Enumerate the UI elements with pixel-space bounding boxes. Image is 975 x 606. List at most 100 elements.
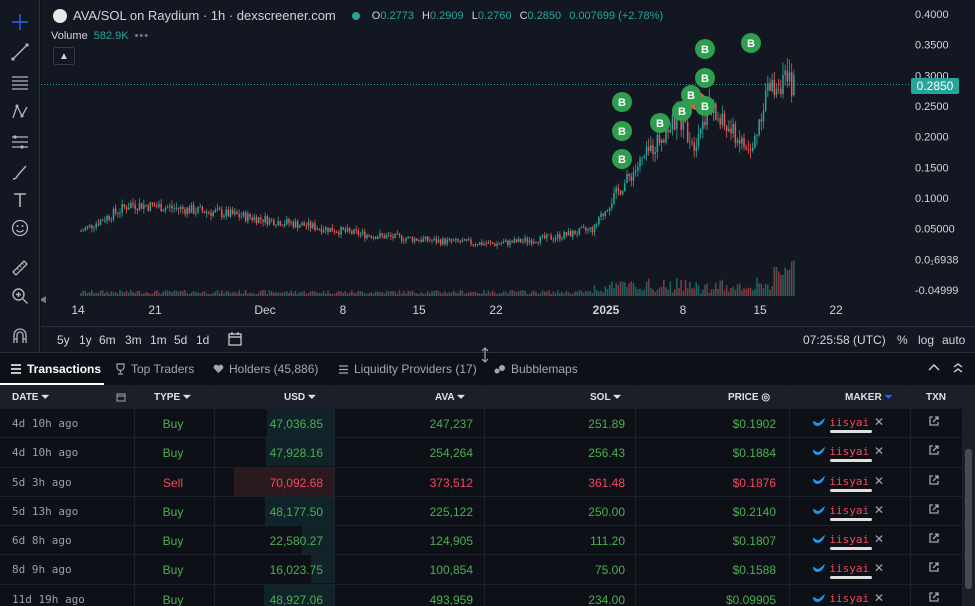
candle-body (723, 113, 726, 127)
row-maker[interactable]: iisyai (812, 503, 872, 521)
collapse-legend-button[interactable]: ▲ (53, 47, 75, 65)
candle-body (255, 216, 258, 224)
header-price[interactable]: PRICE ◎ (728, 392, 771, 403)
magnet-icon[interactable] (8, 324, 32, 348)
volume-bar (595, 290, 598, 296)
row-maker[interactable]: iisyai (812, 474, 872, 492)
tf-6m[interactable]: 6m (99, 333, 116, 347)
open-txn-icon[interactable] (928, 415, 940, 430)
tf-5d[interactable]: 5d (174, 333, 188, 347)
candle-body (361, 231, 364, 234)
scrollbar-thumb[interactable] (965, 449, 972, 589)
table-row[interactable]: 8d 9h ago Buy 16,023.75 100,854 75.00 $0.1588… (0, 555, 962, 585)
volume-bar (565, 290, 568, 296)
tab-transactions[interactable]: Transactions (10, 362, 101, 376)
header-type[interactable]: TYPE ⏷ (154, 392, 191, 403)
ruler-icon[interactable] (8, 256, 32, 280)
row-usd: 47,928.16 (269, 446, 323, 461)
row-maker[interactable]: iisyai (812, 561, 872, 580)
tf-3m[interactable]: 3m (125, 333, 142, 347)
candle-body (344, 229, 347, 232)
remove-filter-icon[interactable]: ✕ (874, 532, 885, 547)
horizontal-lines-icon[interactable] (8, 70, 32, 94)
candle-body (645, 146, 648, 156)
row-maker[interactable]: iisyai (812, 532, 872, 551)
expand-panel-icon[interactable] (952, 362, 964, 374)
remove-filter-icon[interactable]: ✕ (874, 415, 885, 429)
tf-1m[interactable]: 1m (150, 333, 167, 347)
remove-filter-icon[interactable]: ✕ (874, 473, 885, 488)
open-txn-icon[interactable] (928, 474, 940, 489)
emoji-icon[interactable] (8, 216, 32, 240)
open-txn-icon[interactable] (928, 561, 940, 576)
volume-bar (420, 292, 422, 296)
volume-bar (530, 291, 533, 296)
remove-filter-icon[interactable]: ✕ (874, 590, 885, 605)
volume-bar (606, 288, 609, 296)
header-usd[interactable]: USD ⏷ (284, 392, 316, 403)
table-row[interactable]: 4d 10h ago Buy 47,928.16 254,264 256.43 $0.18… (0, 438, 962, 468)
brush-icon[interactable] (8, 160, 32, 184)
tab-holders[interactable]: Holders (45,886) (213, 362, 318, 376)
row-maker[interactable]: iisyai (812, 591, 872, 606)
header-ava[interactable]: AVA ⏷ (435, 392, 466, 403)
open-txn-icon[interactable] (928, 591, 940, 606)
open-txn-icon[interactable] (928, 503, 940, 518)
volume-bar (437, 290, 440, 296)
open-txn-icon[interactable] (928, 444, 940, 459)
open-txn-icon[interactable] (928, 532, 940, 547)
collapse-panel-icon[interactable] (928, 362, 940, 374)
volume-bar (231, 292, 234, 296)
row-ava: 373,512 (429, 475, 473, 490)
header-date[interactable]: DATE ⏷ (12, 392, 50, 403)
remove-filter-icon[interactable]: ✕ (874, 444, 885, 459)
tab-bubblemaps[interactable]: Bubblemaps (494, 362, 578, 376)
candle-body (240, 216, 243, 218)
row-maker[interactable]: iisyai (812, 415, 872, 433)
candle-body (145, 204, 147, 206)
table-row[interactable]: 5d 3h ago Sell 70,092.68 373,512 361.48 $0.18… (0, 467, 962, 497)
text-icon[interactable] (8, 188, 32, 212)
tab-top-traders[interactable]: Top Traders (115, 362, 194, 376)
candle-body (593, 224, 596, 233)
tf-1d[interactable]: 1d (196, 333, 210, 347)
volume-bar (582, 293, 585, 296)
candle-body (242, 212, 245, 217)
candle-body (498, 243, 500, 245)
zoom-icon[interactable] (8, 284, 32, 308)
volume-bar (97, 293, 100, 296)
header-maker[interactable]: MAKER ⏷ (845, 392, 893, 403)
candle-body (394, 233, 396, 238)
volume-bar (221, 290, 223, 296)
calendar-icon[interactable] (227, 331, 243, 350)
price-chart[interactable]: 0.4000 0.3500 0.3000 0.2500 0.2000 0.1500 0.10… (41, 0, 975, 352)
pattern-icon[interactable] (8, 100, 32, 124)
table-row[interactable]: 6d 8h ago Buy 22,580.27 124,905 111.20 $0.180… (0, 526, 962, 556)
crosshair-icon[interactable] (8, 10, 32, 34)
candle-body (136, 208, 139, 211)
tf-5y[interactable]: 5y (57, 333, 70, 347)
remove-filter-icon[interactable]: ✕ (874, 561, 885, 576)
fib-icon[interactable] (8, 130, 32, 154)
table-row[interactable]: 5d 13h ago Buy 48,177.50 225,122 250.00 $0.21… (0, 496, 962, 527)
auto-toggle[interactable]: auto (942, 333, 966, 347)
log-toggle[interactable]: log (918, 333, 935, 347)
percent-toggle[interactable]: % (897, 333, 908, 347)
header-sol[interactable]: SOL ⏷ (590, 392, 622, 403)
row-maker[interactable]: iisyai (812, 444, 872, 463)
chart-canvas[interactable]: 0.40000.35000.30000.25000.20000.15000.10… (41, 0, 975, 326)
remove-filter-icon[interactable]: ✕ (874, 502, 885, 517)
buy-marker-label: B (701, 73, 709, 85)
table-scrollbar[interactable] (962, 409, 975, 606)
table-row[interactable]: 11d 19h ago Buy 48,927.06 493,959 234.00 $0.0… (0, 584, 962, 606)
tf-1y[interactable]: 1y (79, 333, 92, 347)
candle-body (741, 138, 743, 144)
utc-clock[interactable]: 07:25:58 (UTC) (803, 333, 886, 347)
table-row[interactable]: 4d 10h ago Buy 47,036.85 247,237 251.89 $0.19… (0, 409, 962, 439)
calendar-filter-icon[interactable] (116, 392, 126, 405)
maker-balance-bar (830, 547, 872, 551)
trendline-icon[interactable] (8, 40, 32, 64)
resize-handle-icon[interactable] (480, 347, 490, 363)
candle-body (303, 222, 305, 226)
tab-liquidity-providers[interactable]: Liquidity Providers (17) (338, 362, 477, 376)
